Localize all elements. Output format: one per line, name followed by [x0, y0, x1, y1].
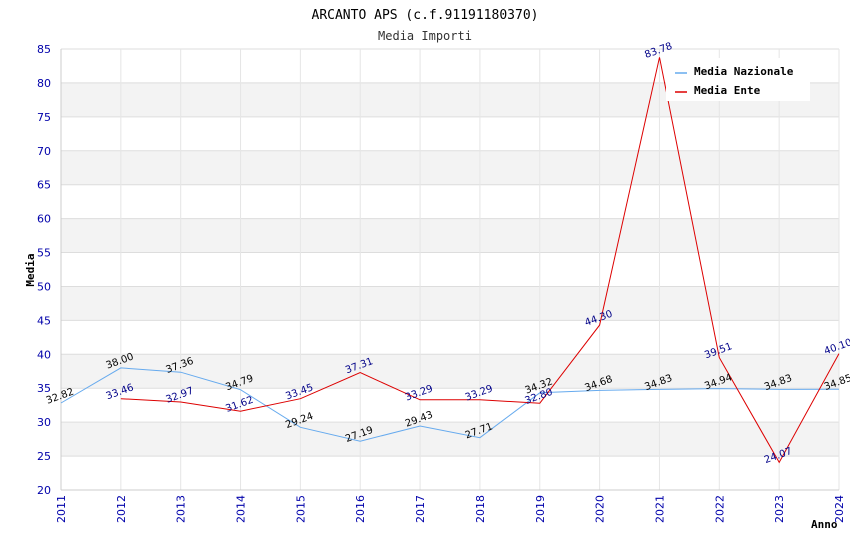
y-tick-label: 55	[37, 247, 51, 260]
y-tick-label: 75	[37, 111, 51, 124]
legend-label-media-ente: Media Ente	[694, 84, 761, 97]
y-tick-label: 35	[37, 382, 51, 395]
y-tick-label: 25	[37, 450, 51, 463]
chart-subtitle: Media Importi	[378, 29, 472, 43]
y-tick-label: 65	[37, 179, 51, 192]
y-tick-label: 70	[37, 145, 51, 158]
x-tick-label: 2017	[414, 495, 427, 523]
series-line-media-nazionale	[60, 367, 840, 442]
x-tick-label: 2019	[534, 495, 547, 523]
y-tick-label: 20	[37, 484, 51, 497]
x-tick-label: 2013	[175, 495, 188, 523]
chart-title: ARCANTO APS (c.f.91191180370)	[312, 8, 539, 23]
y-tick-label: 40	[37, 348, 51, 361]
grid-band	[61, 422, 839, 457]
x-tick-label: 2022	[713, 495, 726, 523]
legend-label-media-nazionale: Media Nazionale	[694, 65, 794, 78]
x-tick-label: 2015	[294, 495, 307, 523]
legend-background	[666, 58, 810, 101]
y-tick-label: 60	[37, 213, 51, 226]
x-tick-label: 2024	[833, 495, 846, 523]
grid-band	[61, 150, 839, 185]
x-tick-label: 2021	[653, 495, 666, 523]
x-tick-label: 2014	[235, 495, 248, 523]
y-tick-label: 45	[37, 314, 51, 327]
x-tick-label: 2023	[773, 495, 786, 523]
x-tick-label: 2016	[354, 495, 367, 523]
grid-lines	[60, 48, 840, 491]
axes: 20 25 30 35 40 45 50 55 60 65 70 75 80 85 2011 2012 2013…	[37, 43, 846, 523]
data-label-media-ente: 31.62	[224, 395, 255, 415]
grid-band	[61, 286, 839, 321]
y-tick-label: 80	[37, 77, 51, 90]
x-tick-label: 2018	[474, 495, 487, 523]
x-tick-label: 2020	[594, 495, 607, 523]
x-tick-label: 2011	[55, 495, 68, 523]
x-tick-label: 2012	[115, 495, 128, 523]
series-layer	[60, 57, 840, 464]
grid-band	[61, 218, 839, 253]
grid-band	[61, 354, 839, 389]
y-axis-title: Media	[24, 253, 37, 286]
y-tick-label: 85	[37, 43, 51, 56]
series-line-media-ente	[120, 57, 840, 464]
y-tick-label: 30	[37, 416, 51, 429]
y-tick-label: 50	[37, 280, 51, 293]
x-axis-title: Anno	[811, 518, 838, 531]
legend: Media Nazionale Media Ente	[666, 58, 810, 101]
data-label-media-ente: 83.78	[643, 41, 674, 61]
